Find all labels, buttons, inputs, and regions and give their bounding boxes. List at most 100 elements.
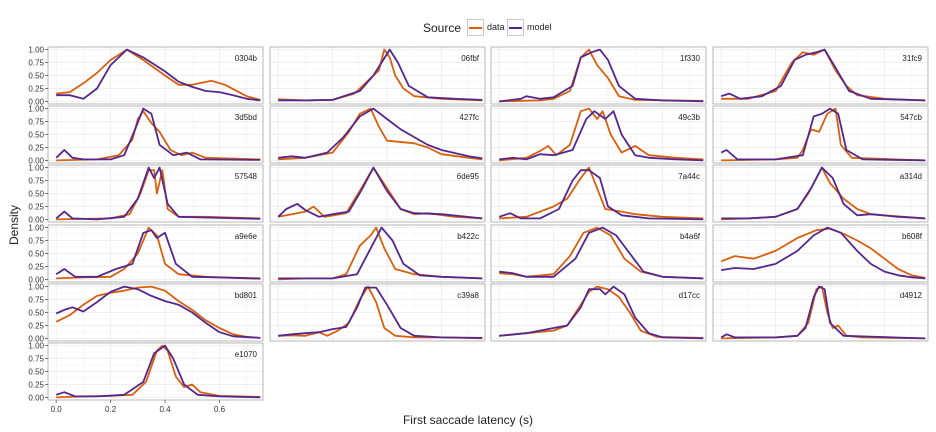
panel-label-b4a6f: b4a6f bbox=[680, 232, 701, 241]
series-line-model-547cb bbox=[720, 107, 926, 162]
series-line-model-3d5bd bbox=[55, 107, 261, 161]
y-tick-label: 0.00 bbox=[28, 334, 44, 343]
x-tick-label: 0.4 bbox=[159, 405, 171, 414]
panel-label-1f330: 1f330 bbox=[680, 54, 701, 63]
series-line-model-7a44c bbox=[498, 169, 704, 221]
y-tick-label: 0.00 bbox=[28, 156, 44, 165]
y-tick-label: 0.50 bbox=[28, 250, 44, 259]
y-tick-label: 1.00 bbox=[28, 283, 44, 292]
x-tick-label: 0.6 bbox=[214, 405, 226, 414]
y-tick-label: 0.50 bbox=[28, 368, 44, 377]
panel-label-06fbf: 06fbf bbox=[461, 54, 480, 63]
legend-key-data bbox=[467, 19, 484, 36]
series-line-model-b422c bbox=[278, 226, 483, 280]
y-tick-label: 1.00 bbox=[28, 342, 44, 351]
series-line-data-49c3b bbox=[499, 107, 704, 162]
series-line-model-a9e6e bbox=[55, 229, 261, 280]
series-line-data-a9e6e bbox=[56, 226, 261, 280]
y-tick-label: 1.00 bbox=[28, 164, 44, 173]
panel-label-3d5bd: 3d5bd bbox=[235, 113, 257, 122]
y-tick-label: 0.00 bbox=[28, 275, 44, 284]
panel-label-57548: 57548 bbox=[235, 172, 258, 181]
panel-border bbox=[490, 283, 707, 342]
y-tick-label: 0.00 bbox=[28, 215, 44, 224]
y-tick-label: 0.75 bbox=[28, 237, 44, 246]
panel-label-547cb: 547cb bbox=[900, 113, 922, 122]
panel-border bbox=[490, 46, 707, 105]
y-tick-label: 0.25 bbox=[28, 262, 44, 271]
y-axis-title: Density bbox=[7, 204, 21, 246]
series-line-data-bd801 bbox=[55, 285, 261, 339]
x-axis-title: First saccade latency (s) bbox=[402, 413, 534, 427]
y-tick-label: 1.00 bbox=[28, 224, 44, 233]
series-line-model-bd801 bbox=[55, 285, 261, 339]
y-tick-label: 1.00 bbox=[28, 105, 44, 114]
y-tick-label: 0.00 bbox=[28, 393, 44, 402]
legend-label-data: data bbox=[487, 22, 505, 32]
panel-border bbox=[269, 283, 486, 342]
series-line-model-427fc bbox=[278, 107, 483, 160]
series-line-model-0304b bbox=[56, 48, 261, 102]
panel-label-c39a8: c39a8 bbox=[457, 291, 479, 300]
series-line-model-d17cc bbox=[499, 285, 704, 340]
series-line-data-3d5bd bbox=[56, 110, 261, 162]
legend-swatch-data bbox=[469, 27, 482, 29]
panel-border bbox=[269, 164, 486, 223]
panel-label-427fc: 427fc bbox=[459, 113, 479, 122]
series-line-data-0304b bbox=[56, 48, 261, 101]
panel-border bbox=[712, 164, 929, 223]
y-tick-label: 0.75 bbox=[28, 355, 44, 364]
y-tick-label: 0.75 bbox=[28, 296, 44, 305]
panel-border bbox=[712, 283, 929, 342]
y-tick-label: 0.75 bbox=[28, 177, 44, 186]
y-tick-label: 0.75 bbox=[28, 118, 44, 127]
y-tick-label: 0.50 bbox=[28, 309, 44, 318]
y-tick-label: 0.25 bbox=[28, 321, 44, 330]
panel-label-6de95: 6de95 bbox=[457, 172, 480, 181]
panel-border bbox=[269, 105, 486, 164]
panel-label-31fc9: 31fc9 bbox=[902, 54, 922, 63]
series-line-model-31fc9 bbox=[720, 48, 926, 102]
series-line-model-d4912 bbox=[720, 285, 926, 340]
y-tick-label: 0.25 bbox=[28, 202, 44, 211]
panel-label-49c3b: 49c3b bbox=[678, 113, 700, 122]
series-line-model-c39a8 bbox=[278, 286, 483, 339]
y-tick-label: 0.50 bbox=[28, 72, 44, 81]
panel-label-b608f: b608f bbox=[902, 232, 923, 241]
panel-border bbox=[490, 105, 707, 164]
panel-border bbox=[490, 224, 707, 283]
legend-swatch-model bbox=[509, 27, 522, 29]
series-line-model-6de95 bbox=[277, 166, 483, 220]
panel-label-a9e6e: a9e6e bbox=[235, 232, 258, 241]
series-line-model-1f330 bbox=[499, 48, 704, 103]
panel-border bbox=[712, 224, 929, 283]
y-tick-label: 0.25 bbox=[28, 84, 44, 93]
series-line-model-57548 bbox=[55, 166, 261, 221]
legend-key-model bbox=[507, 19, 524, 36]
panel-border bbox=[490, 164, 707, 223]
y-tick-label: 0.75 bbox=[28, 59, 44, 68]
y-tick-label: 0.25 bbox=[28, 380, 44, 389]
panel-label-d17cc: d17cc bbox=[679, 291, 700, 300]
panel-border bbox=[712, 105, 929, 164]
series-line-model-b4a6f bbox=[499, 226, 704, 280]
y-tick-label: 0.00 bbox=[28, 97, 44, 106]
legend: Source data model bbox=[0, 16, 936, 40]
panel-label-d4912: d4912 bbox=[900, 291, 923, 300]
series-line-data-427fc bbox=[278, 107, 483, 161]
series-line-model-49c3b bbox=[499, 110, 704, 162]
panel-label-a314d: a314d bbox=[900, 172, 922, 181]
series-line-model-06fbf bbox=[278, 48, 483, 102]
y-tick-label: 1.00 bbox=[28, 46, 44, 55]
panel-label-b422c: b422c bbox=[457, 232, 479, 241]
panel-label-bd801: bd801 bbox=[235, 291, 258, 300]
panel-label-e1070: e1070 bbox=[235, 350, 258, 359]
series-line-data-7a44c bbox=[499, 166, 704, 220]
panel-border bbox=[269, 46, 486, 105]
series-line-data-547cb bbox=[721, 107, 926, 162]
y-tick-label: 0.50 bbox=[28, 190, 44, 199]
series-line-model-a314d bbox=[721, 166, 926, 220]
panel-border bbox=[269, 224, 486, 283]
panel-label-0304b: 0304b bbox=[235, 54, 258, 63]
